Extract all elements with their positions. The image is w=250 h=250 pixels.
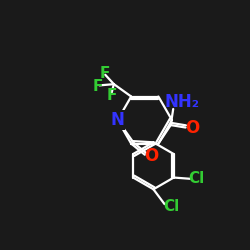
Text: N: N [111,111,124,129]
Text: O: O [144,147,158,165]
Text: F: F [100,66,110,80]
Text: Cl: Cl [189,171,205,186]
Text: O: O [184,118,199,136]
Text: Cl: Cl [163,199,180,214]
Text: F: F [106,88,117,103]
Text: F: F [92,79,103,94]
Text: NH₂: NH₂ [164,92,199,110]
Text: N: N [111,111,124,129]
